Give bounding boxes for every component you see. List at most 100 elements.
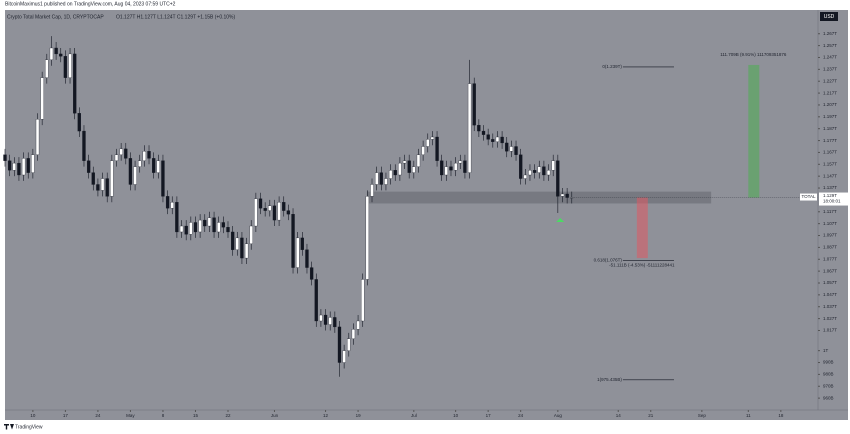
candle-body [105,178,109,197]
candle-body [435,136,439,161]
candle-body [407,160,411,173]
x-tick-label: Jun [271,413,279,418]
x-tick-label: 17 [486,413,492,418]
candle-body [560,193,565,197]
candle-body [254,198,258,227]
candle-body [17,162,21,176]
candle-body [119,148,123,155]
candle-body [412,166,416,173]
candle-body [156,160,160,173]
candle-body [161,160,165,197]
candle-body [551,160,555,171]
x-tick-label: 12 [323,413,329,418]
candle-body [388,170,393,179]
candle-body [323,314,328,325]
candle-body [402,160,407,164]
candle-body [486,134,490,140]
ohlc-legend: O1.127T H1.127T L1.124T C1.129T +1.15B (… [116,14,235,20]
y-tick-label: 1.207T [823,102,837,107]
candle-body [59,53,63,57]
candle-body [300,237,304,250]
candle-body [444,166,448,176]
candle-body [356,320,360,330]
candle-body [82,130,86,161]
x-tick-label: 24 [95,413,101,418]
candle-body [263,208,267,211]
x-tick-label: 10 [30,413,36,418]
candle-body [282,202,286,211]
countdown: 18:00:01 [823,199,841,204]
candle-body [12,162,16,171]
candle-body [565,193,569,198]
x-tick-label: 18 [778,413,784,418]
y-tick-label: 980B [823,372,834,377]
x-tick-label: Sep [698,413,707,418]
fib-label: 1(975.435B) [597,377,622,382]
candle-body [528,170,532,176]
y-tick-label: 1.057T [823,280,837,285]
candle-body [35,119,40,155]
x-tick-label: 17 [63,413,69,418]
candle-body [40,77,44,120]
candle-body [133,166,137,185]
x-tick-label: 21 [648,413,654,418]
price-badge [819,192,848,206]
candle-body [7,160,12,171]
x-tick-label: 15 [193,413,199,418]
y-tick-label: 1.147T [823,173,837,178]
y-tick-label: 1.257T [823,43,837,48]
candle-body [184,225,188,235]
candle-body [347,338,351,351]
candle-body [230,231,235,250]
plot-area [3,36,760,381]
symbol-title: Crypto Total Market Cap, 1D, CRYPTOCAP [7,14,104,20]
candle-body [212,217,216,233]
candle-body [49,47,54,61]
candle-body [77,113,81,132]
y-tick-label: 1.087T [823,245,837,250]
candle-body [291,214,295,268]
candle-body [495,136,500,142]
y-tick-label: 1.097T [823,233,837,238]
candle-body [416,154,421,167]
candle-body [189,222,193,235]
candle-body [333,317,337,328]
y-tick-label: 1.017T [823,328,837,333]
y-tick-label: 1.197T [823,114,837,119]
x-tick-label: Aug [554,413,563,418]
candle-body [114,154,119,161]
y-tick-label: 1.107T [823,221,837,226]
candle-body [523,174,527,179]
candle-body [463,160,467,173]
y-tick-label: 1T [823,348,829,353]
x-tick-label: May [126,413,135,418]
candle-body [467,83,472,173]
y-tick-label: 990B [823,360,834,365]
candle-body [100,178,105,191]
candle-body [440,160,444,176]
candle-body [45,59,49,78]
y-tick-label: 1.267T [823,31,837,36]
candle-body [337,326,342,363]
candle-body [193,222,198,233]
chart-background [5,10,848,420]
candle-body [165,196,170,209]
candle-body [128,158,133,185]
x-tick-label: 11 [746,413,751,418]
candle-body [500,136,504,144]
candle-body [26,158,30,173]
y-tick-label: 1.217T [823,90,837,95]
y-tick-label: 1.157T [823,161,837,166]
candle-body [21,158,26,176]
symbol-label: TOTAL [801,194,816,199]
y-tick-label: 970B [823,383,834,388]
y-tick-label: 1.187T [823,126,837,131]
candle-body [384,178,388,185]
x-tick-label: 10 [453,413,459,418]
candle-body [491,139,495,142]
x-tick-label: Jul [411,413,417,418]
projection-box [636,197,648,259]
last-price-label: 1.129T [823,193,837,198]
candle-body [481,130,486,135]
